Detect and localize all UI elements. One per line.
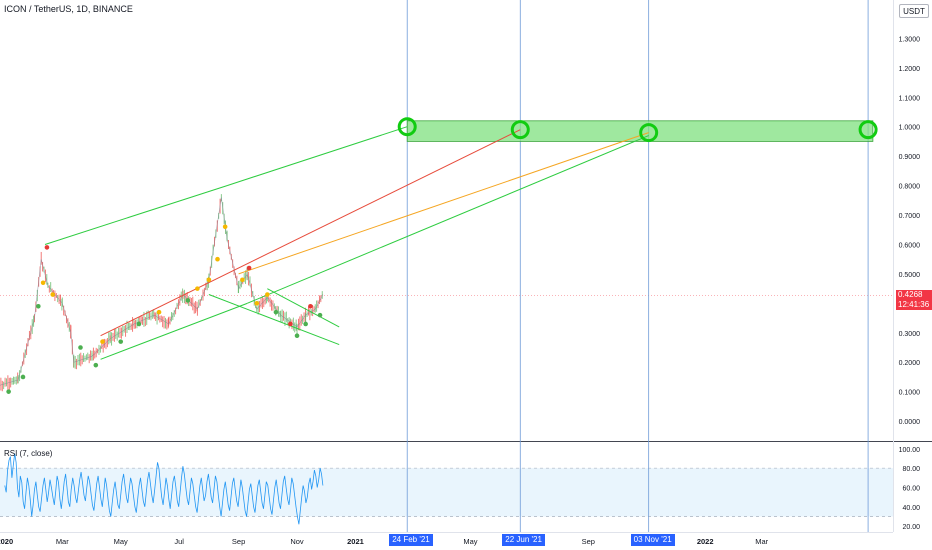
signal-dot (40, 280, 46, 286)
price-tick-label: 1.2000 (899, 66, 921, 73)
signal-dot (93, 362, 99, 368)
rsi-tick-label: 20.00 (902, 524, 920, 531)
trendline (226, 126, 408, 187)
signal-dot (303, 321, 308, 327)
price-tick-label: 0.7000 (899, 213, 921, 220)
signal-dot (118, 339, 124, 344)
target-circle-marker (639, 123, 659, 143)
time-tick-label: Sep (582, 537, 595, 546)
rsi-tick-label: 80.00 (902, 466, 920, 473)
signal-dot (294, 333, 300, 339)
price-line (0, 197, 324, 386)
signal-dot (254, 301, 260, 306)
signal-dot (185, 298, 191, 303)
time-tick-label: Jul (174, 537, 184, 546)
price-tick-label: 1.0000 (899, 125, 921, 132)
time-tick-label: May (114, 537, 128, 546)
time-tick-label: Sep (232, 537, 245, 546)
symbol-title[interactable]: ICON / TetherUS, 1D, BINANCE (4, 4, 133, 14)
time-tick-label: Mar (56, 537, 69, 546)
currency-button[interactable]: USDT (899, 4, 929, 18)
rsi-band (0, 468, 893, 517)
signal-dot (215, 256, 220, 262)
signal-dot (36, 303, 41, 309)
time-tick-label: 2022 (697, 537, 714, 546)
price-tick-label: 0.2000 (899, 360, 921, 367)
trendline (208, 294, 340, 346)
signal-dot (288, 321, 293, 327)
last-price-tag: 0.4268 (896, 290, 932, 301)
signal-dot (195, 286, 200, 291)
price-tick-label: 0.5000 (899, 272, 921, 279)
date-label-2: 22 Jun '21 (502, 534, 545, 546)
target-circle-marker (510, 120, 530, 140)
trendline (247, 135, 649, 304)
time-tick-label: Mar (755, 537, 768, 546)
signal-dot (317, 312, 323, 318)
trendline (267, 288, 340, 328)
signal-dot (206, 277, 212, 283)
signal-dot (156, 309, 162, 315)
price-tick-label: 0.0000 (899, 419, 921, 426)
date-label-1: 24 Feb '21 (389, 534, 433, 546)
price-tick-label: 1.3000 (899, 36, 921, 43)
price-tick-label: 0.6000 (899, 242, 921, 249)
countdown-tag: 12:41:36 (896, 300, 932, 311)
price-tick-label: 1.1000 (899, 95, 921, 102)
price-tick-label: 0.8000 (899, 184, 921, 191)
price-tick-label: 0.1000 (899, 390, 921, 397)
price-tick-label: 0.9000 (899, 154, 921, 161)
signal-dot (44, 245, 50, 250)
signal-dot (273, 309, 279, 315)
signal-dot (136, 321, 142, 327)
signal-dot (246, 265, 252, 271)
time-tick-label: May (463, 537, 477, 546)
rsi-tick-label: 60.00 (902, 485, 920, 492)
signal-dot (20, 374, 26, 380)
time-tick-label: Nov (290, 537, 304, 546)
price-tick-label: 0.3000 (899, 331, 921, 338)
signal-dot (308, 303, 313, 309)
target-circle-marker (858, 120, 878, 140)
trendline (238, 132, 649, 275)
time-tick-label: 2020 (0, 537, 13, 546)
rsi-tick-label: 40.00 (902, 505, 920, 512)
rsi-title[interactable]: RSI (7, close) (4, 449, 53, 458)
date-label-3: 03 Nov '21 (630, 534, 675, 546)
time-tick-label: 2021 (347, 537, 364, 546)
rsi-tick-label: 100.00 (899, 447, 921, 454)
signal-dot (78, 345, 83, 350)
signal-dot (50, 292, 55, 297)
trendline (44, 185, 228, 245)
signal-dot (240, 277, 245, 283)
trendline (100, 129, 521, 337)
signal-dot (6, 389, 11, 394)
signal-dot (265, 292, 270, 297)
signal-dot (100, 339, 105, 344)
target-circle-marker (397, 117, 417, 137)
signal-dot (222, 224, 228, 230)
rsi-line (4, 453, 324, 525)
trendline (100, 302, 248, 360)
